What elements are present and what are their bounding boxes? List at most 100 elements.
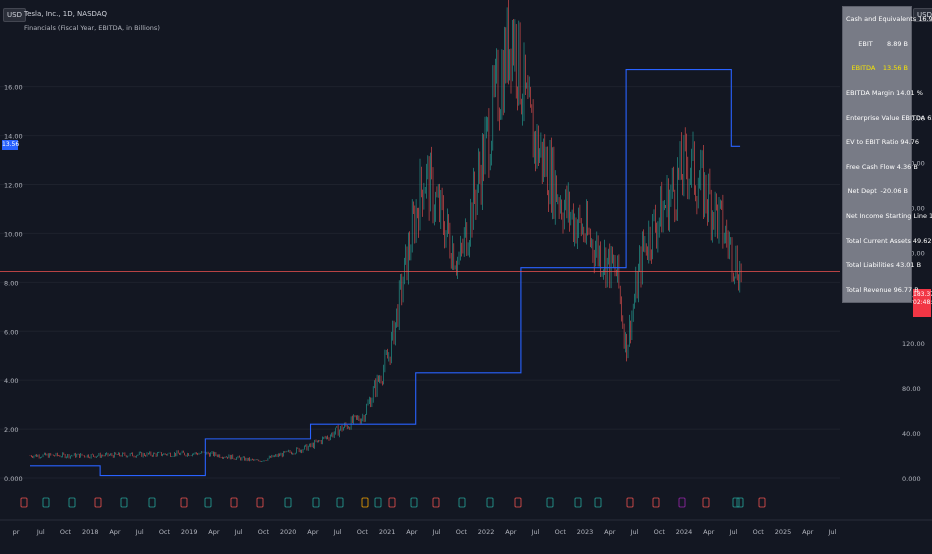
table-row-label: EBITDA Margin bbox=[846, 89, 895, 98]
time-axis-label: 2019 bbox=[181, 528, 198, 536]
table-row-label: Cash and Equivalents bbox=[846, 15, 917, 24]
time-axis-label: 2018 bbox=[82, 528, 99, 536]
time-axis[interactable]: pr Jul Oct 2018 Apr Jul Oct 2019 Apr Jul Oct 2020 Ap… bbox=[13, 528, 837, 536]
left-axis-label: 6.00 bbox=[4, 328, 18, 336]
earnings-marker[interactable] bbox=[20, 497, 28, 508]
currency-button-left[interactable]: USD bbox=[3, 8, 26, 22]
time-axis-label: Apr bbox=[109, 528, 121, 536]
table-row-value: 14.01 % bbox=[896, 89, 923, 98]
earnings-marker[interactable] bbox=[758, 497, 766, 508]
earnings-marker[interactable] bbox=[148, 497, 156, 508]
earnings-marker[interactable] bbox=[374, 497, 382, 508]
earnings-marker[interactable] bbox=[256, 497, 264, 508]
table-row-value: -20.06 B bbox=[880, 187, 908, 196]
earnings-markers[interactable] bbox=[20, 497, 766, 508]
time-axis-label: Jul bbox=[234, 528, 243, 536]
table-row: EBIT 8.89 B bbox=[843, 32, 911, 57]
earnings-marker[interactable] bbox=[120, 497, 128, 508]
currency-button-right[interactable]: USD bbox=[913, 8, 932, 22]
earnings-marker[interactable] bbox=[736, 497, 744, 508]
earnings-marker[interactable] bbox=[42, 497, 50, 508]
time-axis-label: Oct bbox=[456, 528, 468, 536]
time-axis-label: Oct bbox=[258, 528, 270, 536]
time-axis-label: Apr bbox=[703, 528, 715, 536]
earnings-marker[interactable] bbox=[361, 497, 369, 508]
symbol-title: Tesla, Inc., 1D, NASDAQ bbox=[24, 10, 107, 18]
table-row: Total Revenue 96.77 B bbox=[843, 278, 919, 303]
earnings-marker[interactable] bbox=[388, 497, 396, 508]
earnings-marker[interactable] bbox=[180, 497, 188, 508]
time-axis-label: pr bbox=[13, 528, 20, 536]
time-axis-label: Jul bbox=[135, 528, 144, 536]
earnings-marker[interactable] bbox=[652, 497, 660, 508]
table-row-label: EBIT bbox=[858, 39, 873, 48]
table-row: Free Cash Flow 4.36 B bbox=[843, 155, 918, 180]
table-row-value: 96.77 B bbox=[893, 285, 919, 294]
time-axis-label: Oct bbox=[357, 528, 369, 536]
time-axis-label: 2020 bbox=[280, 528, 297, 536]
earnings-marker[interactable] bbox=[626, 497, 634, 508]
table-row-value: 49.62 B bbox=[912, 236, 932, 245]
time-axis-label: 2023 bbox=[577, 528, 594, 536]
right-axis-label: 0.000 bbox=[902, 475, 921, 483]
earnings-marker[interactable] bbox=[594, 497, 602, 508]
time-axis-label: Jul bbox=[36, 528, 45, 536]
earnings-marker[interactable] bbox=[432, 497, 440, 508]
table-row-label: Enterprise Value EBITDA bbox=[846, 113, 926, 122]
earnings-marker[interactable] bbox=[410, 497, 418, 508]
time-axis-label: Oct bbox=[159, 528, 171, 536]
right-axis-label: 320.00 bbox=[902, 115, 925, 123]
earnings-marker[interactable] bbox=[678, 497, 686, 508]
earnings-marker[interactable] bbox=[204, 497, 212, 508]
right-axis-label: 120.00 bbox=[902, 340, 925, 348]
left-price-axis[interactable]: 16.00 14.00 12.00 10.00 8.00 6.00 4.00 2.00 0.00… bbox=[4, 84, 23, 483]
earnings-marker[interactable] bbox=[574, 497, 582, 508]
right-axis-label: 280.00 bbox=[902, 160, 925, 168]
earnings-marker[interactable] bbox=[94, 497, 102, 508]
earnings-marker[interactable] bbox=[68, 497, 76, 508]
table-row-value: 94.76 bbox=[900, 138, 920, 147]
time-axis-label: Oct bbox=[654, 528, 666, 536]
current-price-tag: 183.37 02:48:21 bbox=[913, 289, 932, 317]
earnings-marker[interactable] bbox=[458, 497, 466, 508]
table-row-label: EV to EBIT Ratio bbox=[846, 138, 899, 147]
earnings-marker[interactable] bbox=[486, 497, 494, 508]
earnings-marker[interactable] bbox=[732, 497, 740, 508]
time-axis-label: Jul bbox=[630, 528, 639, 536]
left-axis-label: 16.00 bbox=[4, 84, 23, 92]
price-candles[interactable] bbox=[29, 0, 742, 463]
earnings-marker[interactable] bbox=[546, 497, 554, 508]
right-axis-label: 200.00 bbox=[902, 250, 925, 258]
earnings-marker[interactable] bbox=[514, 497, 522, 508]
earnings-marker[interactable] bbox=[230, 497, 238, 508]
earnings-marker[interactable] bbox=[702, 497, 710, 508]
table-row-label: Total Liabilities bbox=[846, 261, 894, 270]
right-axis-label: 40.00 bbox=[902, 430, 921, 438]
table-row-value: 14.97 B bbox=[929, 212, 932, 221]
left-axis-label: 2.00 bbox=[4, 426, 18, 434]
left-axis-label: 0.000 bbox=[4, 475, 23, 483]
ebitda-step-line[interactable] bbox=[30, 69, 741, 477]
table-row-label: Free Cash Flow bbox=[846, 162, 895, 171]
indicator-title[interactable]: Financials (Fiscal Year, EBITDA, in Bill… bbox=[24, 24, 160, 32]
time-axis-label: Oct bbox=[555, 528, 567, 536]
table-row: Enterprise Value EBITDA62.14 bbox=[843, 105, 932, 130]
ebitda-line-path[interactable] bbox=[30, 69, 741, 477]
earnings-marker[interactable] bbox=[336, 497, 344, 508]
time-axis-label: Apr bbox=[208, 528, 220, 536]
earnings-marker[interactable] bbox=[312, 497, 320, 508]
table-row-value: 16.94 B bbox=[918, 15, 932, 24]
time-axis-label: Jul bbox=[828, 528, 837, 536]
earnings-marker[interactable] bbox=[284, 497, 292, 508]
left-axis-label: 14.00 bbox=[4, 133, 23, 141]
time-axis-label: Apr bbox=[307, 528, 319, 536]
current-price-value: 183.37 bbox=[913, 291, 932, 298]
time-axis-label: Apr bbox=[802, 528, 814, 536]
left-axis-label: 8.00 bbox=[4, 279, 18, 287]
time-axis-label: 2025 bbox=[775, 528, 792, 536]
